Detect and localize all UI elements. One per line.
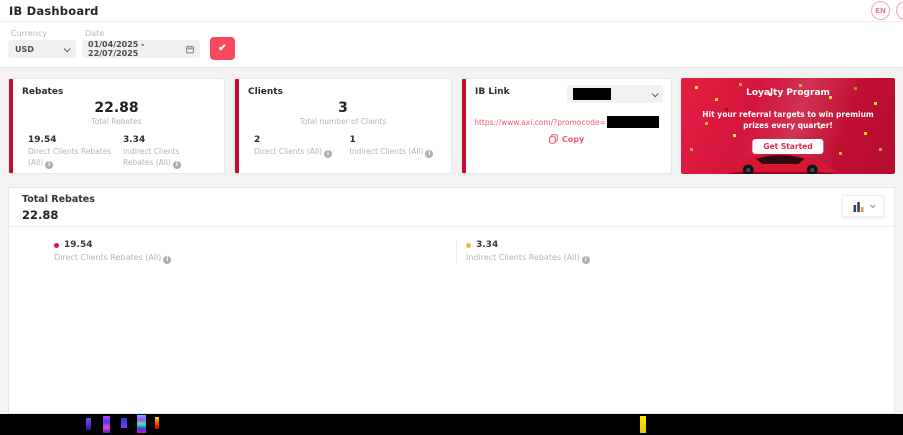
indirect-clients-label: Indirect Clients (All) <box>349 147 424 156</box>
page-title: IB Dashboard <box>9 4 99 18</box>
ib-referral-url-text: https://www.axi.com/?promocode= <box>474 118 606 127</box>
indirect-rebates-label: Indirect Clients Rebates (All) <box>123 147 180 167</box>
redacted-selected-value <box>573 88 611 100</box>
glitch-mark <box>103 416 110 433</box>
filter-bar: Currency USD Date 01/04/2025 - 22/07/202… <box>0 22 903 68</box>
loyalty-message: Hit your referral targets to win premium… <box>702 110 874 131</box>
rebates-card-title: Rebates <box>22 87 64 97</box>
chart-type-selector[interactable] <box>842 195 884 217</box>
info-icon[interactable]: i <box>425 150 434 159</box>
chevron-down-icon <box>63 44 71 52</box>
total-rebates-value: 22.88 <box>94 100 139 116</box>
legend-direct-value: 19.54 <box>64 240 93 250</box>
legend-dot-red <box>54 242 59 248</box>
glitch-mark <box>121 418 127 428</box>
direct-rebates-label: Direct Clients Rebates (All) <box>28 147 112 167</box>
ib-link-select[interactable] <box>567 85 663 103</box>
confetti-decoration <box>681 78 684 81</box>
legend-item-direct[interactable]: 19.54 Direct Clients Rebates (All) i <box>9 240 456 264</box>
chevron-down-icon <box>869 202 876 209</box>
info-icon[interactable]: i <box>581 255 590 264</box>
info-icon[interactable]: i <box>45 161 54 170</box>
clients-card: Clients 3 Total number of Clients 2 Dire… <box>234 78 452 174</box>
loyalty-title: Loyalty Program <box>746 88 830 98</box>
total-rebates-header: Total Rebates 22.88 <box>9 188 894 227</box>
summary-cards-row: Rebates 22.88 Total Rebates 19.54 Direct… <box>8 78 895 174</box>
glitch-mark <box>155 417 159 429</box>
total-rebates-panel: Total Rebates 22.88 19.54 Direct Clients… <box>8 187 895 414</box>
info-icon[interactable]: i <box>324 150 332 159</box>
bar-chart-icon <box>853 201 863 212</box>
legend-indirect-label: Indirect Clients Rebates (All) <box>466 253 580 262</box>
legend-direct-label: Direct Clients Rebates (All) <box>54 253 162 262</box>
direct-rebates-value: 19.54 <box>28 135 57 145</box>
currency-value: USD <box>15 44 34 54</box>
get-started-button[interactable]: Get Started <box>752 139 824 154</box>
checkmark-icon: ✔ <box>218 43 227 54</box>
direct-rebates-stat: 19.54 Direct Clients Rebates (All) i <box>28 135 123 170</box>
legend-item-indirect[interactable]: 3.34 Indirect Clients Rebates (All) i <box>456 240 590 264</box>
date-range-value: 01/04/2025 - 22/07/2025 <box>88 40 145 58</box>
loyalty-program-banner: Loyalty Program Hit your referral target… <box>681 78 895 174</box>
ib-referral-link[interactable]: https://www.axi.com/?promocode= <box>466 116 667 128</box>
total-rebates-panel-value: 22.88 <box>22 208 59 222</box>
chart-legend: 19.54 Direct Clients Rebates (All) i 3.34… <box>9 227 894 264</box>
glitch-mark <box>640 416 646 433</box>
total-rebates-panel-title: Total Rebates <box>22 194 95 205</box>
legend-dot-yellow <box>466 242 471 248</box>
info-icon[interactable]: i <box>163 255 172 264</box>
top-header: IB Dashboard EN <box>0 0 903 22</box>
currency-label: Currency <box>11 29 48 38</box>
sports-car-image <box>724 137 837 174</box>
legend-indirect-value: 3.34 <box>476 240 499 250</box>
date-label: Date <box>85 29 105 38</box>
taskbar-redacted-strip <box>0 414 903 435</box>
apply-filters-button[interactable]: ✔ <box>210 37 235 60</box>
copy-label: Copy <box>561 134 585 144</box>
info-icon[interactable]: i <box>172 161 181 170</box>
language-button[interactable]: EN <box>871 1 890 20</box>
account-button[interactable] <box>896 1 903 20</box>
total-clients-label: Total number of Clients <box>299 117 387 126</box>
ib-link-card: IB Link https://www.axi.com/?promocode= … <box>461 78 672 174</box>
indirect-rebates-stat: 3.34 Indirect Clients Rebates (All) i <box>123 135 218 170</box>
chevron-down-icon <box>651 89 659 97</box>
calendar-icon <box>186 45 194 53</box>
main-content: Rebates 22.88 Total Rebates 19.54 Direct… <box>0 68 903 414</box>
currency-select[interactable]: USD <box>8 40 76 58</box>
copy-icon <box>548 134 558 144</box>
indirect-rebates-value: 3.34 <box>123 135 146 145</box>
glitch-mark <box>137 415 146 433</box>
date-range-input[interactable]: 01/04/2025 - 22/07/2025 <box>82 40 200 58</box>
indirect-clients-value: 1 <box>349 135 356 145</box>
clients-card-title: Clients <box>248 87 283 97</box>
glitch-mark <box>86 418 91 430</box>
redacted-promo-code <box>606 116 659 128</box>
total-clients-value: 3 <box>338 100 348 116</box>
direct-clients-stat: 2 Direct Clients (All) i <box>254 135 350 159</box>
copy-link-button[interactable]: Copy <box>462 134 671 144</box>
direct-clients-label: Direct Clients (All) <box>254 147 322 156</box>
indirect-clients-stat: 1 Indirect Clients (All) i <box>349 135 446 159</box>
total-rebates-label: Total Rebates <box>91 117 142 126</box>
ib-link-card-title: IB Link <box>475 87 510 97</box>
direct-clients-value: 2 <box>254 135 261 145</box>
rebates-card: Rebates 22.88 Total Rebates 19.54 Direct… <box>8 78 225 174</box>
